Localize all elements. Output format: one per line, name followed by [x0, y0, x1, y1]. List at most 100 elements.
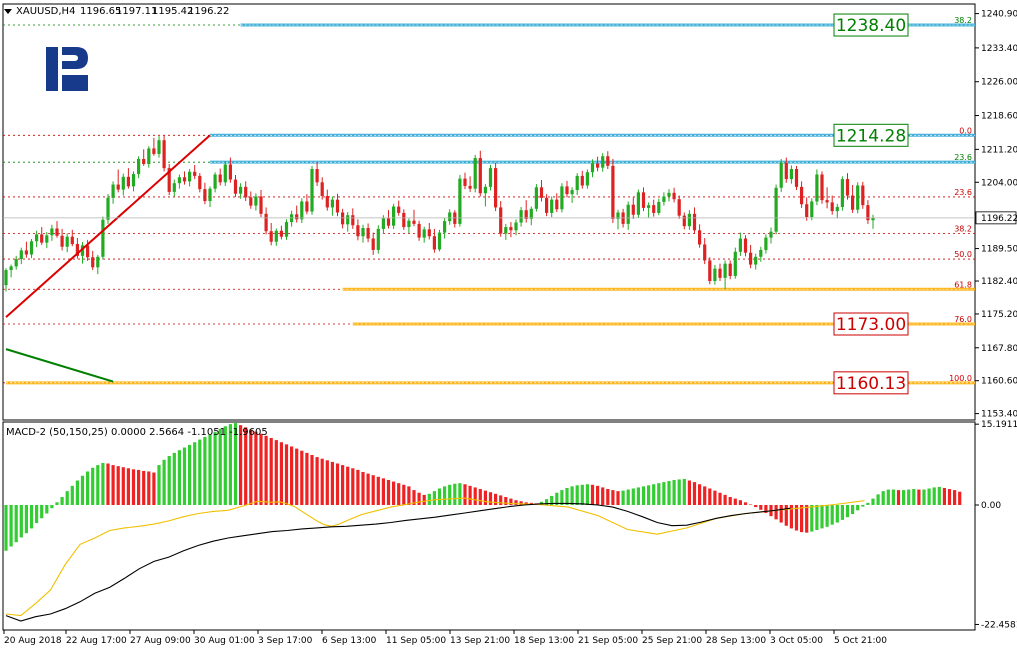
- time-tick-label: 28 Sep 13:00: [706, 636, 766, 646]
- candle-body: [759, 249, 763, 257]
- macd-histogram-bar: [570, 486, 574, 505]
- candle-body: [448, 212, 452, 222]
- candle-body: [106, 197, 110, 220]
- candle-body: [351, 215, 355, 226]
- candle-body: [749, 252, 753, 265]
- macd-histogram-bar: [284, 444, 289, 505]
- macd-histogram-bar: [279, 442, 283, 505]
- candle-body: [137, 158, 141, 175]
- candle-body: [91, 257, 95, 268]
- macd-histogram-bar: [871, 498, 875, 505]
- macd-histogram-bar: [779, 504, 783, 523]
- macd-histogram-bar: [45, 504, 49, 514]
- macd-histogram-bar: [545, 499, 549, 505]
- candle-body: [386, 218, 391, 226]
- macd-histogram-bar: [947, 489, 952, 505]
- macd-histogram-bar: [896, 490, 901, 505]
- price-tick-label: 1160.60: [981, 377, 1017, 387]
- macd-histogram-bar: [341, 465, 345, 505]
- macd-histogram-bar: [789, 504, 793, 529]
- candle-body: [60, 235, 64, 247]
- time-tick-label: 3 Oct 05:00: [770, 636, 823, 646]
- candle-body: [346, 215, 350, 225]
- candle-body: [560, 186, 564, 210]
- candle-body: [228, 164, 232, 180]
- candle-body: [182, 177, 187, 182]
- macd-histogram-bar: [891, 489, 895, 505]
- macd-histogram-bar: [835, 504, 839, 523]
- candle-body: [300, 201, 304, 220]
- macd-tick-label: 0.00: [981, 501, 1001, 511]
- candle-body: [800, 186, 804, 205]
- ohlc-low: 1195.42: [152, 6, 193, 17]
- time-tick-label: 21 Sep 05:00: [578, 636, 638, 646]
- macd-histogram-bar: [50, 504, 54, 509]
- candle-body: [820, 174, 824, 201]
- macd-histogram-bar: [749, 504, 753, 505]
- trend-line: [5, 134, 211, 318]
- candle-body: [728, 263, 732, 276]
- candle-body: [805, 204, 809, 218]
- macd-histogram-bar: [351, 468, 355, 505]
- macd-histogram-bar: [555, 492, 559, 505]
- macd-histogram-bar: [228, 424, 232, 505]
- macd-histogram-bar: [468, 485, 472, 505]
- fib-down-level-label: 0.0: [959, 126, 972, 135]
- macd-histogram-bar: [800, 504, 804, 533]
- macd-histogram-bar: [662, 482, 666, 505]
- macd-histogram-bar: [19, 504, 23, 538]
- macd-histogram-bar: [320, 458, 324, 505]
- candle-body: [193, 171, 197, 176]
- candle-body: [121, 176, 125, 190]
- candle-body: [687, 213, 691, 227]
- fib-down-level-label: 61.8: [954, 280, 972, 289]
- candle-body: [239, 186, 243, 194]
- candle-body: [147, 148, 151, 164]
- time-tick-label: 20 Aug 2018: [4, 636, 62, 646]
- target-label: 1214.28: [836, 126, 906, 146]
- macd-histogram-bar: [565, 487, 569, 505]
- macd-histogram-bar: [514, 500, 518, 505]
- target-label: 1160.13: [836, 374, 906, 394]
- candle-body: [131, 174, 136, 187]
- macd-histogram-bar: [40, 504, 44, 519]
- candle-body: [524, 210, 528, 219]
- ohlc-high: 1197.11: [116, 6, 157, 17]
- candle-body: [478, 158, 482, 194]
- price-tick-label: 1167.80: [981, 344, 1017, 354]
- candle-body: [172, 183, 176, 192]
- macd-histogram-bar: [585, 484, 589, 505]
- macd-histogram-bar: [310, 454, 314, 505]
- candle-body: [4, 270, 8, 286]
- current-price-box: [975, 211, 1017, 225]
- candle-body: [320, 182, 324, 196]
- candle-body: [575, 175, 579, 191]
- macd-histogram-bar: [596, 485, 600, 505]
- candle-body: [596, 163, 600, 168]
- macd-histogram-bar: [499, 495, 503, 505]
- candle-body: [856, 185, 860, 210]
- candle-body: [162, 140, 166, 169]
- candle-body: [188, 171, 192, 182]
- macd-histogram-bar: [550, 495, 554, 505]
- candle-body: [463, 178, 467, 186]
- candle-body: [330, 199, 334, 208]
- macd-histogram-bar: [866, 502, 870, 505]
- logo-bar: [62, 75, 88, 91]
- macd-histogram-bar: [432, 491, 436, 505]
- candle-body: [754, 256, 758, 265]
- candle-body: [223, 164, 227, 183]
- time-tick-label: 6 Sep 13:00: [322, 636, 377, 646]
- macd-histogram-bar: [121, 467, 125, 505]
- macd-histogram-bar: [75, 480, 79, 505]
- macd-histogram-bar: [611, 490, 615, 505]
- candle-body: [412, 220, 416, 224]
- candle-body: [647, 205, 651, 208]
- macd-histogram-bar: [652, 484, 656, 505]
- candle-body: [499, 207, 503, 234]
- macd-histogram-bar: [147, 471, 151, 505]
- macd-histogram-bar: [14, 504, 18, 543]
- collapse-arrow-icon[interactable]: [4, 9, 12, 14]
- candle-body: [534, 187, 538, 209]
- candle-body: [177, 177, 181, 184]
